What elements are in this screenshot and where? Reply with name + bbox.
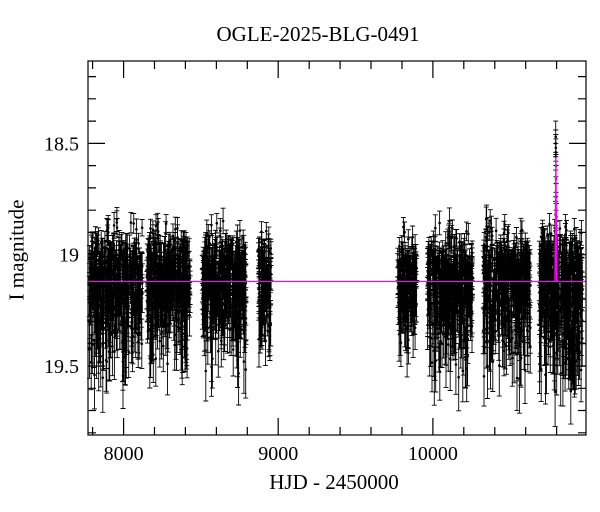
y-tick-label: 19 <box>59 245 79 267</box>
plot-box <box>87 60 587 436</box>
data-points-layer <box>88 135 584 393</box>
model-curve <box>88 156 586 283</box>
y-tick-label: 18.5 <box>44 133 79 155</box>
x-axis-label: HJD - 2450000 <box>269 470 399 494</box>
y-tick-label: 19.5 <box>44 356 79 378</box>
x-tick-label: 10000 <box>408 443 458 465</box>
chart-title: OGLE-2025-BLG-0491 <box>216 22 420 46</box>
x-tick-label: 9000 <box>258 443 298 465</box>
x-tick-label: 8000 <box>104 443 144 465</box>
y-axis-label: I magnitude <box>4 199 29 301</box>
axis-ticks-layer <box>88 61 586 435</box>
